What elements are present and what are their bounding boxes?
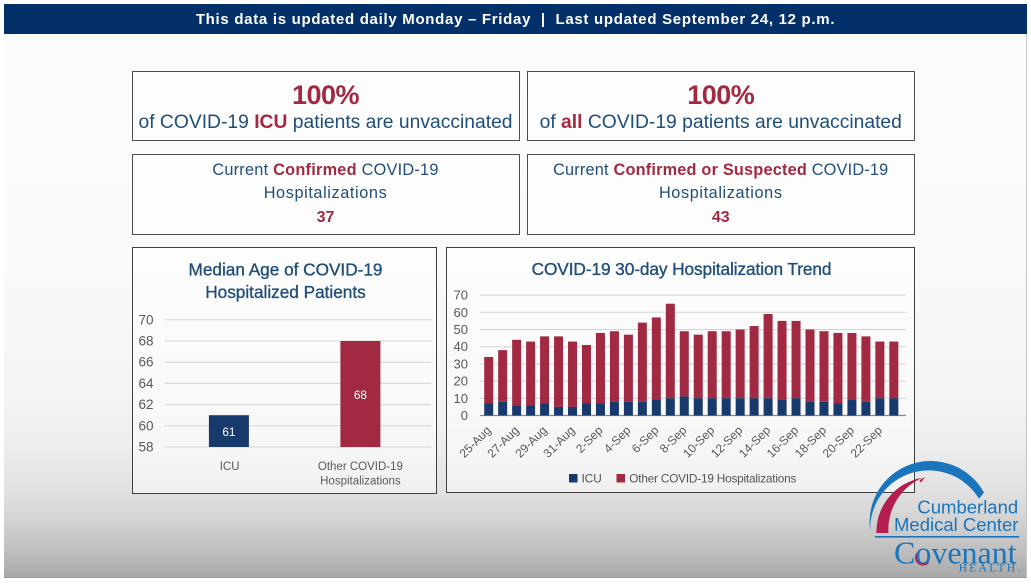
svg-text:60: 60	[138, 418, 153, 433]
svg-text:70: 70	[454, 288, 468, 303]
svg-text:20: 20	[454, 374, 468, 389]
svg-text:64: 64	[138, 376, 154, 391]
svg-text:68: 68	[354, 388, 368, 402]
svg-text:66: 66	[138, 355, 153, 370]
svg-text:Other COVID-19: Other COVID-19	[318, 461, 403, 473]
svg-text:Covenant: Covenant	[894, 534, 1017, 570]
svg-text:62: 62	[138, 397, 153, 412]
svg-text:COVID-19 30-day Hospitalizatio: COVID-19 30-day Hospitalization Trend	[532, 259, 832, 279]
svg-text:31-Aug: 31-Aug	[540, 423, 577, 460]
svg-text:60: 60	[454, 305, 468, 320]
svg-text:10: 10	[454, 391, 468, 406]
svg-text:58: 58	[138, 440, 153, 455]
svg-text:Medical Center: Medical Center	[894, 514, 1018, 535]
svg-text:40: 40	[454, 339, 468, 354]
svg-text:30: 30	[454, 356, 468, 371]
svg-text:ICU: ICU	[582, 472, 602, 486]
svg-text:61: 61	[222, 425, 235, 439]
svg-text:ICU: ICU	[220, 461, 240, 473]
svg-text:Cumberland: Cumberland	[917, 497, 1018, 518]
svg-text:Median Age of COVID-19: Median Age of COVID-19	[189, 260, 383, 280]
svg-text:0: 0	[461, 408, 468, 423]
svg-text:50: 50	[454, 322, 468, 337]
svg-text:Other COVID-19 Hospitalization: Other COVID-19 Hospitalizations	[629, 472, 796, 486]
svg-text:Hospitalizations: Hospitalizations	[320, 476, 401, 488]
svg-text:68: 68	[138, 334, 153, 349]
svg-text:70: 70	[138, 312, 153, 327]
svg-text:2-Sep: 2-Sep	[573, 423, 606, 456]
svg-text:HEALTH.: HEALTH.	[959, 563, 1023, 575]
svg-text:6-Sep: 6-Sep	[629, 423, 662, 456]
svg-text:Hospitalized Patients: Hospitalized Patients	[205, 282, 366, 302]
svg-text:4-Sep: 4-Sep	[601, 423, 634, 456]
